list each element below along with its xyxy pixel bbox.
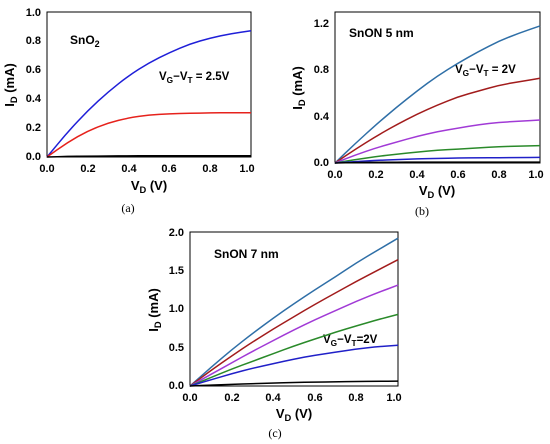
panel-c-x-ticks: 0.0 0.2 0.4 0.6 0.8 1.0 — [182, 392, 401, 404]
panel-b-x-axis-label: VD​ (V) — [419, 183, 455, 200]
panel-c-title: SnON 7 nm — [214, 247, 279, 261]
panel-c-caption: (c) — [268, 426, 281, 440]
panel-b-caption: (b) — [415, 204, 429, 218]
panel-c-annotation: VG​−VT​=2V — [323, 334, 378, 348]
panel-b-series-group — [334, 25, 541, 164]
panel-b-annotation: VG​−VT​ = 2V — [455, 64, 516, 78]
panel-b-x-tick-label: 0.4 — [409, 169, 425, 181]
panel-a-x-tick-label: 0.8 — [202, 163, 217, 175]
panel-a-y-tick-label: 0.0 — [26, 151, 41, 163]
panel-a-caption: (a) — [121, 201, 134, 215]
panel-c-series-line-6 — [189, 380, 399, 387]
panel-c-frame — [189, 231, 399, 387]
panel-b-y-tick-label: 0.0 — [314, 157, 329, 169]
panel-b: 0.0 0.4 0.8 1.2 0.0 0.2 0.4 0.6 0.8 1.0 … — [290, 11, 544, 218]
panel-b-y-tick-label: 0.4 — [314, 111, 330, 123]
panel-c-series-line-4 — [189, 313, 399, 387]
panel-b-y-tick-label: 1.2 — [314, 18, 329, 30]
panel-c-x-tick-label: 0.6 — [307, 392, 322, 404]
panel-c-y-ticks: 0.0 0.5 1.0 1.5 2.0 — [169, 227, 184, 392]
panel-c-series-line-5 — [189, 344, 399, 387]
panel-c-x-tick-label: 0.4 — [265, 392, 281, 404]
panel-a-y-tick-label: 0.4 — [26, 93, 42, 105]
panel-b-frame — [334, 11, 541, 164]
panel-c-x-tick-label: 0.0 — [182, 392, 197, 404]
panel-c-y-tick-label: 1.0 — [169, 303, 184, 315]
panel-a-y-tick-label: 0.6 — [26, 64, 41, 76]
panel-b-series-line-1 — [334, 25, 541, 164]
panel-b-series-line-5 — [334, 156, 541, 164]
panel-c-series-group — [189, 237, 399, 387]
panel-b-series-line-6 — [334, 161, 540, 164]
panel-b-x-tick-label: 0.6 — [450, 169, 465, 181]
panel-c-y-tick-label: 2.0 — [169, 227, 184, 239]
panel-b-series-line-4 — [334, 144, 541, 164]
panel-a-series-group — [46, 30, 252, 158]
panel-b-y-axis-label: ID​ (mA) — [290, 66, 307, 110]
panel-c-y-tick-label: 1.5 — [169, 265, 184, 277]
panel-b-x-tick-label: 0.0 — [327, 169, 342, 181]
panel-a-series-line-3 — [46, 155, 251, 158]
panel-a-title: SnO2 — [70, 33, 100, 49]
panel-a-frame — [46, 11, 252, 158]
panel-a: 0.0 0.2 0.4 0.6 0.8 1.0 0.0 0.2 0.4 0.6 … — [2, 7, 255, 215]
panel-b-x-tick-label: 1.0 — [528, 169, 543, 181]
panel-c-x-axis-label: VD​ (V) — [276, 406, 312, 423]
panel-a-y-tick-label: 0.8 — [26, 35, 41, 47]
panel-a-x-axis-label: VD​ (V) — [131, 178, 167, 195]
panel-a-series-line-1 — [46, 30, 252, 158]
panel-b-y-tick-label: 0.8 — [314, 64, 329, 76]
panel-b-x-ticks: 0.0 0.2 0.4 0.6 0.8 1.0 — [327, 169, 543, 181]
panel-c-x-tick-label: 0.2 — [224, 392, 239, 404]
panel-b-x-tick-label: 0.8 — [491, 169, 506, 181]
panel-a-x-ticks: 0.0 0.2 0.4 0.6 0.8 1.0 — [39, 163, 254, 175]
panel-c-series-line-3 — [189, 284, 399, 387]
panel-a-y-axis-label: ID​ (mA) — [2, 63, 19, 107]
panel-b-series-line-3 — [334, 119, 541, 164]
panel-a-y-ticks: 0.0 0.2 0.4 0.6 0.8 1.0 — [26, 7, 42, 163]
panel-c-series-line-2 — [189, 259, 399, 387]
panel-c-y-tick-label: 0.0 — [169, 380, 184, 392]
panel-c: 0.0 0.5 1.0 1.5 2.0 0.0 0.2 0.4 0.6 0.8 … — [146, 227, 402, 440]
panel-a-x-tick-label: 0.0 — [39, 163, 54, 175]
panel-b-y-ticks: 0.0 0.4 0.8 1.2 — [314, 18, 330, 169]
panel-a-series-line-2 — [46, 112, 251, 158]
panel-c-y-tick-label: 0.5 — [169, 342, 184, 354]
panel-c-y-axis-label: ID​ (mA) — [146, 288, 163, 332]
panel-c-x-tick-label: 0.8 — [348, 392, 363, 404]
panel-a-x-tick-label: 0.6 — [161, 163, 176, 175]
panel-a-annotation: VG​−VT​ = 2.5V — [159, 71, 230, 85]
panel-b-title: SnON 5 nm — [349, 26, 414, 40]
panel-b-series-line-2 — [334, 77, 541, 164]
panel-b-x-tick-label: 0.2 — [368, 169, 383, 181]
panel-a-y-tick-label: 1.0 — [26, 7, 41, 19]
panel-c-x-tick-label: 1.0 — [386, 392, 401, 404]
panel-a-x-tick-label: 1.0 — [239, 163, 254, 175]
panel-a-x-tick-label: 0.2 — [80, 163, 95, 175]
panel-a-x-tick-label: 0.4 — [121, 163, 137, 175]
panel-c-series-line-1 — [189, 237, 399, 387]
panel-a-y-tick-label: 0.2 — [26, 122, 41, 134]
